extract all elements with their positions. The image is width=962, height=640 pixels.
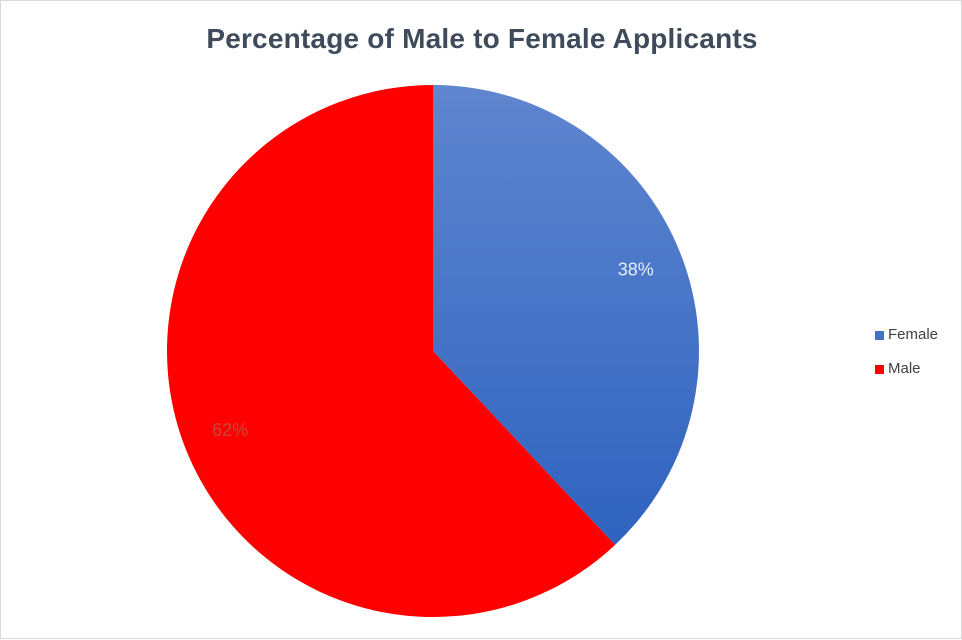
legend-item-male: Male — [875, 357, 938, 381]
pie-slice-male — [166, 85, 616, 617]
chart-legend: Female Male — [875, 323, 938, 391]
legend-swatch-female — [875, 330, 884, 340]
pie-slice-female — [433, 85, 700, 545]
legend-label-female: Female — [888, 326, 939, 343]
legend-item-female: Female — [875, 323, 938, 347]
legend-label-male: Male — [888, 360, 921, 377]
data-label-male: 62% — [212, 420, 248, 440]
data-label-female: 38% — [618, 259, 654, 279]
legend-swatch-male — [875, 364, 884, 374]
chart-title: Percentage of Male to Female Applicants — [206, 23, 758, 54]
